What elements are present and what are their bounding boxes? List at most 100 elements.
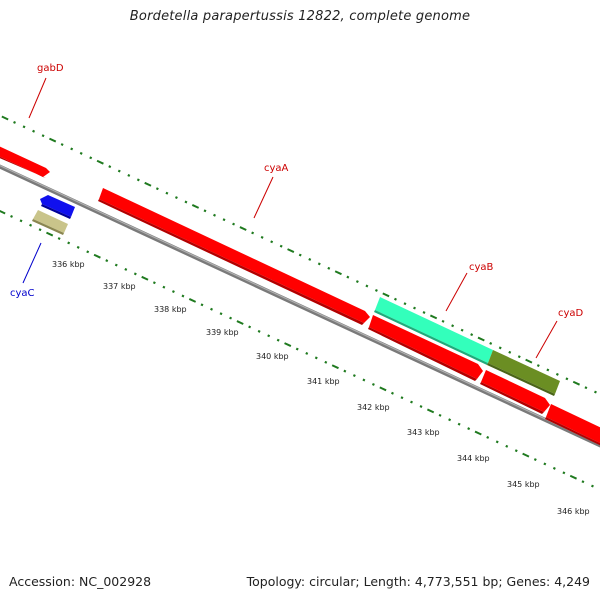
lower-tick	[19, 219, 23, 223]
upper-tick	[565, 377, 569, 381]
upper-tick	[451, 324, 455, 328]
lower-tick	[219, 312, 223, 316]
lower-tick	[514, 449, 518, 453]
upper-tick	[422, 311, 426, 314]
upper-tick	[403, 302, 407, 306]
upper-tick	[317, 262, 321, 266]
upper-tick	[355, 280, 359, 284]
gene-label-cyaC[interactable]: cyaC	[10, 288, 35, 299]
upper-tick	[508, 350, 512, 354]
lower-tick	[533, 458, 537, 462]
upper-tick	[41, 134, 45, 138]
upper-tick	[203, 209, 207, 213]
lower-tick	[181, 294, 185, 298]
upper-tick	[429, 314, 438, 320]
upper-tick	[517, 355, 521, 359]
lower-tick	[581, 480, 585, 484]
lower-tick	[76, 245, 80, 249]
gene-cyaD-feature[interactable]	[480, 370, 550, 414]
upper-tick	[525, 358, 533, 364]
gene-next-feature[interactable]	[545, 404, 600, 450]
scale-label-342: 342 kbp	[357, 403, 390, 412]
upper-tick	[413, 306, 416, 310]
upper-tick	[536, 364, 540, 368]
upper-tick	[441, 319, 445, 323]
gene-label-cyaD[interactable]: cyaD	[558, 308, 584, 319]
map-title: Bordetella parapertussis 12822, complete…	[129, 9, 471, 24]
upper-tick	[174, 196, 178, 200]
scale-label-345: 345 kbp	[507, 480, 540, 489]
upper-tick	[191, 204, 200, 209]
lower-tick	[426, 408, 435, 414]
gene-label-gabD[interactable]: gabD	[37, 63, 64, 74]
upper-tick	[144, 181, 152, 187]
lower-tick	[295, 347, 299, 351]
lower-tick	[248, 325, 252, 329]
gene-cyaD-transporter[interactable]	[487, 350, 560, 396]
genome-backbone	[0, 164, 600, 448]
lower-tick	[10, 214, 13, 218]
lower-tick	[93, 253, 101, 259]
lower-tick	[141, 275, 149, 281]
upper-tick	[279, 244, 283, 248]
lower-tick	[343, 369, 347, 373]
scale-label-336: 336 kbp	[52, 260, 85, 269]
gene-cyaB-transporter[interactable]	[374, 297, 493, 365]
lower-tick	[152, 281, 156, 285]
lower-tick	[324, 360, 328, 364]
lower-tick	[200, 303, 204, 307]
upper-tick	[222, 218, 226, 222]
upper-tick	[165, 191, 169, 195]
scale-label-344: 344 kbp	[457, 454, 490, 463]
lower-tick	[362, 378, 366, 382]
scale-label-337: 337 kbp	[103, 282, 136, 291]
upper-tick	[32, 129, 36, 133]
lower-tick	[57, 237, 61, 240]
lower-tick	[257, 329, 261, 333]
lower-tick	[162, 285, 166, 289]
lower-tick	[0, 209, 6, 215]
upper-tick	[346, 275, 350, 279]
lower-tick	[552, 466, 556, 470]
upper-tick	[251, 231, 255, 235]
lower-tick	[505, 444, 509, 448]
upper-tick	[136, 178, 140, 182]
lower-tick	[171, 290, 175, 294]
lower-tick	[562, 471, 566, 475]
upper-tick	[270, 240, 274, 244]
lower-tick	[284, 342, 292, 347]
lower-tick	[114, 263, 118, 267]
gene-gabD-feature[interactable]	[0, 142, 50, 178]
upper-tick	[79, 151, 83, 155]
gabD-leader	[28, 77, 47, 119]
lower-tick	[457, 422, 461, 426]
cyaD-leader	[535, 320, 558, 359]
scale-label-339: 339 kbp	[206, 328, 239, 337]
upper-tick	[555, 372, 559, 376]
upper-tick	[374, 288, 378, 292]
gene-label-cyaA[interactable]: cyaA	[264, 163, 289, 174]
lower-tick	[379, 386, 387, 392]
gene-khaki-feature[interactable]	[32, 210, 68, 235]
gene-cyaA-feature[interactable]	[98, 188, 370, 325]
gene-label-cyaB[interactable]: cyaB	[469, 262, 494, 273]
upper-tick	[365, 284, 369, 288]
cyaB-leader	[445, 272, 468, 312]
lower-tick	[448, 418, 452, 422]
lower-tick	[522, 452, 530, 458]
lower-tick	[438, 413, 442, 417]
lower-tick	[229, 316, 233, 320]
cyaC-leader	[22, 242, 42, 284]
upper-tick	[13, 120, 16, 124]
gene-cyaC-feature[interactable]	[40, 195, 75, 219]
upper-tick	[298, 253, 302, 257]
upper-tick	[584, 386, 588, 390]
upper-tick	[213, 213, 216, 217]
gene-cyaB-feature[interactable]	[368, 315, 483, 381]
upper-tick	[89, 156, 93, 160]
upper-tick	[489, 341, 493, 345]
upper-tick	[232, 222, 236, 226]
upper-tick	[117, 169, 121, 173]
lower-tick	[569, 474, 578, 480]
